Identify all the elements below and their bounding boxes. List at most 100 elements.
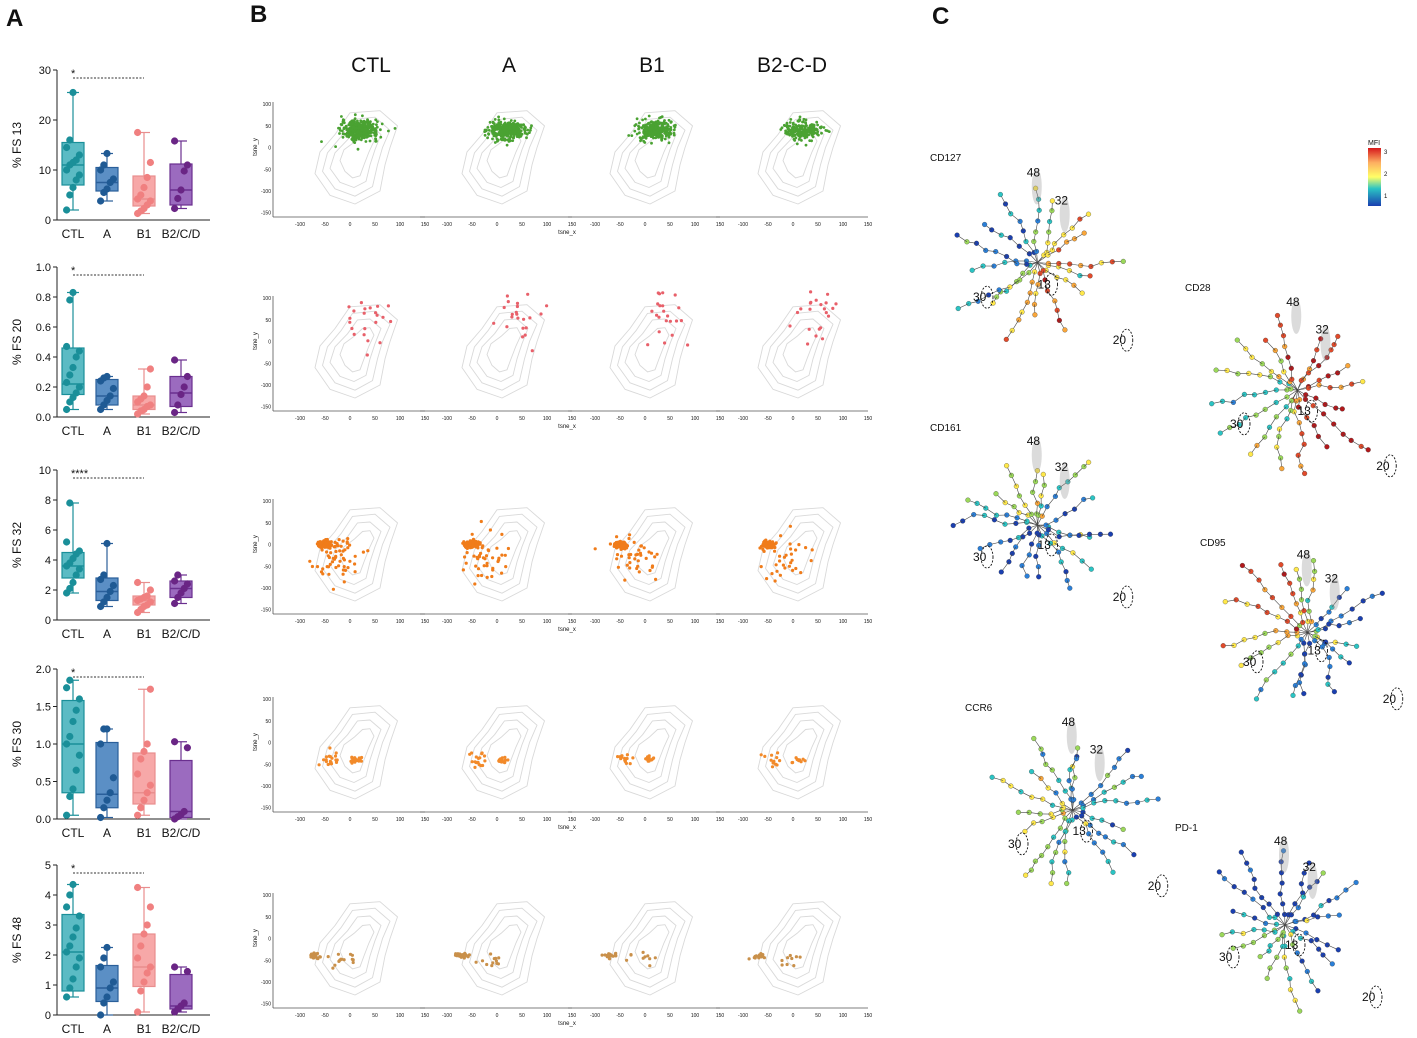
cell-event	[631, 756, 635, 760]
cell-event	[663, 341, 667, 345]
cluster-label: 20	[1362, 990, 1376, 1004]
cell-event	[603, 953, 607, 957]
tree-node	[1248, 451, 1254, 457]
cell-event	[679, 319, 684, 323]
cluster-label: 32	[1303, 860, 1317, 874]
cell-event	[768, 545, 772, 549]
y-tick-label: -150	[261, 211, 271, 217]
significance-stars: *	[71, 863, 76, 875]
tree-node	[1345, 363, 1351, 369]
box-iqr	[169, 163, 193, 206]
tree-node	[965, 497, 971, 503]
density-contour	[634, 327, 670, 373]
data-point	[146, 598, 154, 606]
tree-node	[1110, 869, 1116, 875]
cell-event	[522, 317, 526, 321]
cell-event	[629, 953, 633, 957]
cell-event	[775, 763, 779, 767]
cell-event	[539, 312, 543, 316]
x-tick-label: -100	[738, 416, 748, 422]
tree-node	[1219, 932, 1225, 938]
box-A	[95, 149, 119, 205]
cell-event	[801, 757, 805, 761]
tree-node	[1086, 459, 1092, 465]
data-point	[140, 796, 148, 804]
significance-stars: *	[71, 667, 76, 679]
cell-event	[348, 316, 352, 320]
cell-event	[759, 753, 763, 757]
cell-event	[345, 541, 349, 545]
tree-node	[1336, 912, 1342, 918]
x-tick-label: -50	[468, 817, 475, 823]
y-tick-label: 50	[265, 719, 271, 725]
tree-node	[1056, 529, 1062, 535]
cell-event	[329, 551, 333, 555]
data-point	[75, 954, 83, 962]
cell-event	[788, 542, 792, 546]
x-tick-label: 50	[667, 619, 673, 625]
density-contour	[339, 728, 375, 774]
cell-event	[497, 118, 501, 122]
significance-stars: *	[71, 265, 76, 277]
cluster-highlight	[1329, 574, 1340, 611]
cell-event	[641, 118, 644, 122]
cell-event	[319, 570, 324, 574]
x-tick-label: B2/C/D	[162, 826, 201, 840]
y-tick-label: -150	[261, 806, 271, 812]
cell-event	[338, 132, 341, 135]
box-CTL	[61, 88, 85, 214]
x-tick-label: 150	[716, 817, 725, 823]
data-point	[183, 744, 191, 752]
x-tick-label: 150	[716, 1013, 725, 1019]
data-point	[146, 401, 154, 409]
x-tick-label: 50	[815, 1013, 821, 1019]
cell-event	[645, 133, 648, 137]
cell-event	[343, 132, 346, 136]
tree-node	[1100, 849, 1106, 855]
y-tick-label: 20	[39, 115, 51, 127]
data-point	[97, 813, 105, 822]
y-tick-label: 0	[268, 146, 271, 152]
density-contour	[329, 719, 382, 783]
tree-node	[1033, 185, 1039, 191]
cell-event	[800, 124, 803, 128]
cell-event	[664, 319, 668, 323]
density-contour	[314, 304, 398, 399]
cell-event	[809, 559, 813, 563]
data-point	[75, 912, 83, 920]
cell-event	[310, 564, 314, 569]
cell-event	[778, 559, 782, 563]
tree-node	[1293, 566, 1299, 573]
cell-event	[308, 559, 312, 563]
cell-event	[470, 532, 474, 536]
cell-event	[349, 759, 353, 764]
box-iqr	[169, 759, 193, 819]
data-point	[137, 755, 145, 763]
data-point	[72, 963, 80, 971]
cell-event	[482, 564, 486, 568]
cell-event	[513, 119, 517, 123]
cell-event	[667, 118, 671, 122]
cluster-outline	[1045, 533, 1058, 557]
data-point	[75, 565, 83, 573]
cell-event	[651, 131, 655, 135]
cell-event	[660, 130, 664, 134]
data-point	[63, 684, 71, 692]
data-point	[137, 942, 145, 950]
cell-event	[359, 301, 363, 305]
cell-event	[479, 764, 483, 768]
cell-event	[792, 964, 796, 968]
cell-event	[473, 765, 477, 770]
cell-event	[636, 559, 640, 563]
tree-node	[1062, 859, 1068, 865]
x-tick-label: 0	[349, 416, 352, 422]
x-tick-label: 100	[839, 817, 848, 823]
tsne-y-label: tsne_y	[253, 332, 259, 350]
x-tick-label: -100	[442, 416, 452, 422]
cell-event	[368, 122, 371, 126]
y-tick-label: 10	[39, 465, 51, 477]
data-point	[143, 921, 151, 929]
data-point	[171, 408, 179, 417]
cell-event	[471, 537, 476, 541]
marker-title: CCR6	[965, 703, 993, 714]
